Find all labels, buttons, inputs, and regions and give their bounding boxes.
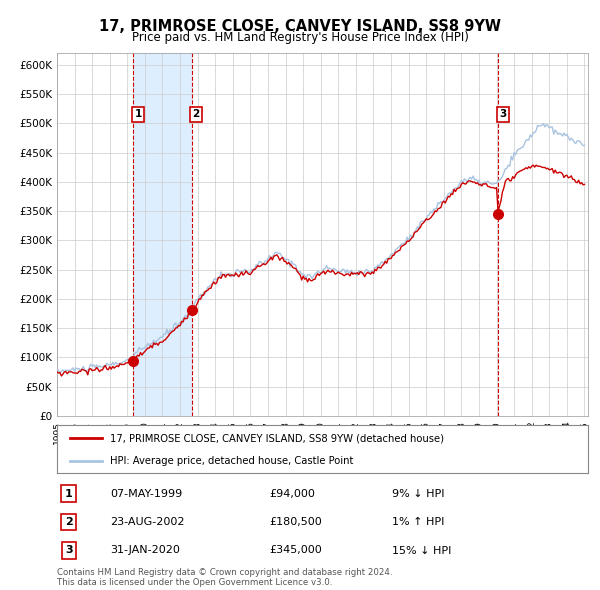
Text: 17, PRIMROSE CLOSE, CANVEY ISLAND, SS8 9YW (detached house): 17, PRIMROSE CLOSE, CANVEY ISLAND, SS8 9… (110, 433, 444, 443)
Text: 2: 2 (65, 517, 73, 527)
Text: 23-AUG-2002: 23-AUG-2002 (110, 517, 185, 527)
Text: 1: 1 (134, 110, 142, 120)
Text: Price paid vs. HM Land Registry's House Price Index (HPI): Price paid vs. HM Land Registry's House … (131, 31, 469, 44)
Text: £94,000: £94,000 (269, 489, 315, 499)
Text: 1% ↑ HPI: 1% ↑ HPI (392, 517, 444, 527)
Text: 3: 3 (65, 546, 73, 555)
Text: 15% ↓ HPI: 15% ↓ HPI (392, 546, 451, 555)
Text: £180,500: £180,500 (269, 517, 322, 527)
Bar (133, 53, 191, 416)
Text: £345,000: £345,000 (269, 546, 322, 555)
Text: 31-JAN-2020: 31-JAN-2020 (110, 546, 180, 555)
Text: 2: 2 (193, 110, 200, 120)
Text: 1: 1 (65, 489, 73, 499)
Text: 07-MAY-1999: 07-MAY-1999 (110, 489, 182, 499)
Text: 17, PRIMROSE CLOSE, CANVEY ISLAND, SS8 9YW: 17, PRIMROSE CLOSE, CANVEY ISLAND, SS8 9… (99, 19, 501, 34)
Text: 9% ↓ HPI: 9% ↓ HPI (392, 489, 444, 499)
Text: 3: 3 (499, 110, 506, 120)
Text: HPI: Average price, detached house, Castle Point: HPI: Average price, detached house, Cast… (110, 456, 353, 466)
Text: Contains HM Land Registry data © Crown copyright and database right 2024.
This d: Contains HM Land Registry data © Crown c… (57, 568, 392, 587)
